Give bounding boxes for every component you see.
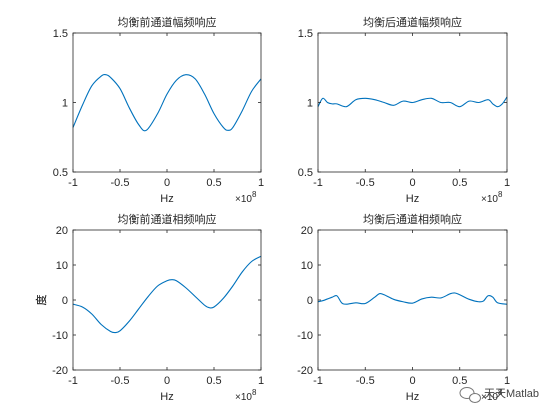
- series-line: [72, 255, 262, 334]
- x-axis-label: Hz: [406, 193, 419, 205]
- axes-box: [72, 32, 262, 173]
- x-exponent: ×108: [235, 190, 257, 205]
- wechat-bubble-small: [469, 393, 481, 403]
- y-tick-label: -10: [52, 330, 68, 342]
- axes-box: [72, 229, 262, 371]
- y-tick-label: 1: [62, 98, 68, 110]
- y-axis-label: 度: [34, 295, 48, 306]
- x-tick-label: 0: [164, 177, 170, 189]
- subplot-2: 均衡后通道幅频响应 -1 -0.5 0 0.5 1 0.5 1 1.5 Hz ×108: [298, 15, 510, 205]
- x-axis-label: Hz: [160, 193, 173, 205]
- x-tick-label: -0.5: [111, 177, 130, 189]
- y-tick-label: 10: [301, 260, 313, 272]
- y-tick-label: 1: [307, 98, 313, 110]
- x-exponent: ×108: [481, 190, 503, 205]
- y-tick-label: 1.5: [53, 28, 68, 40]
- subplot-title: 均衡后通道幅频响应: [363, 15, 462, 29]
- x-tick-label: 0.5: [206, 177, 221, 189]
- y-tick-label: 20: [301, 225, 313, 237]
- x-tick-label: 0.5: [452, 177, 467, 189]
- y-tick-label: 0.5: [298, 167, 313, 179]
- series-line: [317, 292, 508, 305]
- subplot-1: 均衡前通道幅频响应 -1 -0.5 0 0.5 1 0.5 1 1.5 Hz ×108: [53, 15, 264, 205]
- x-exponent-base: ×10: [481, 392, 498, 403]
- x-exponent-power: 8: [252, 190, 257, 199]
- x-tick-label: 1: [258, 375, 264, 387]
- y-tick-label: 10: [56, 260, 68, 272]
- y-tick-label: 0: [62, 295, 68, 307]
- x-tick-label: 0.5: [452, 375, 467, 387]
- watermark: 天天Matlab: [459, 387, 539, 403]
- y-tick-label: 0.5: [53, 167, 68, 179]
- x-tick-label: 1: [504, 375, 510, 387]
- x-axis-label: Hz: [160, 391, 173, 403]
- subplot-title: 均衡后通道相频响应: [363, 212, 462, 226]
- x-tick-label: -1: [68, 177, 78, 189]
- x-tick-label: -0.5: [356, 375, 375, 387]
- x-exponent-base: ×10: [235, 194, 252, 205]
- x-tick-label: 0: [409, 177, 415, 189]
- wechat-bubble-large: [459, 387, 475, 399]
- x-tick-label: 0.5: [206, 375, 221, 387]
- y-axis-label: 度: [34, 295, 48, 306]
- x-exponent-power: 8: [252, 388, 257, 397]
- wechat-icon: [459, 387, 481, 403]
- x-exponent-base: ×10: [481, 194, 498, 205]
- y-tick-label: 1.5: [298, 28, 313, 40]
- x-tick-label: -1: [313, 375, 323, 387]
- x-exponent-power: 8: [498, 190, 503, 199]
- x-exponent-power: 8: [498, 388, 503, 397]
- x-exponent: ×108: [235, 388, 257, 403]
- x-axis-label: Hz: [406, 391, 419, 403]
- series-line: [72, 73, 262, 132]
- x-tick-label: -0.5: [111, 375, 130, 387]
- y-tick-label: 0: [307, 295, 313, 307]
- subplot-title: 均衡前通道相频响应: [118, 212, 217, 226]
- x-tick-label: 0: [164, 375, 170, 387]
- x-tick-label: -1: [313, 177, 323, 189]
- subplot-title: 均衡前通道幅频响应: [118, 15, 217, 29]
- subplot-3: 均衡前通道相频响应 -1 -0.5 0 0.5 1 -20 -10 0 10 20 Hz ×108 度: [34, 212, 264, 403]
- watermark-text: 天天Matlab: [484, 388, 539, 400]
- x-tick-label: -0.5: [356, 177, 375, 189]
- x-tick-label: 1: [504, 177, 510, 189]
- axes-box: [317, 229, 508, 371]
- x-exponent: ×108: [481, 388, 503, 403]
- y-tick-label: -20: [52, 365, 68, 377]
- y-tick-label: -10: [297, 330, 313, 342]
- series-line: [317, 96, 508, 108]
- y-tick-label: -20: [297, 365, 313, 377]
- x-tick-label: -1: [68, 375, 78, 387]
- y-tick-label: 20: [56, 225, 68, 237]
- x-tick-label: 1: [258, 177, 264, 189]
- x-tick-label: 0: [409, 375, 415, 387]
- x-exponent-base: ×10: [235, 392, 252, 403]
